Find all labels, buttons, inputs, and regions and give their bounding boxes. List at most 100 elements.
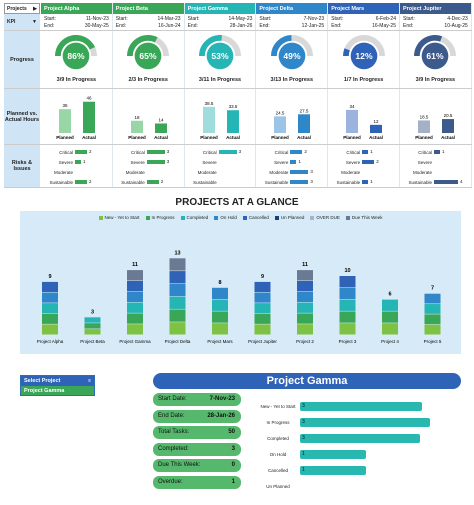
glance-bar-segment [382, 323, 398, 335]
glance-bar-segment [212, 299, 228, 311]
risk-line-critical: Critical 2 [41, 148, 112, 157]
risk-value: 1 [370, 149, 373, 154]
status-label: Completed [259, 436, 297, 441]
progress-text: 2/3 In Progress [113, 77, 184, 83]
gauge-percent: 61% [427, 51, 445, 61]
project-header-dates: Start: 6-Feb-24 End: 16-May-25 [328, 14, 399, 30]
project-header-dates: Start: 14-Mar-23 End: 16-Jun-24 [112, 14, 184, 30]
selector-item-selected[interactable]: Project Gamma [21, 386, 94, 395]
end-label: End: [115, 23, 127, 29]
glance-bar-segment [42, 281, 58, 293]
risk-value: 1 [298, 159, 301, 164]
actual-hours-value: 20.5 [444, 113, 453, 118]
progress-gauge: 12% [342, 35, 385, 70]
project-name: Project Mars [331, 6, 365, 12]
glance-category-label: Project Delta [165, 339, 191, 344]
risk-value: 1 [83, 159, 86, 164]
glance-bar-segment [339, 299, 356, 311]
planned-hours-label: Planned [56, 135, 74, 140]
glance-bar-segment [169, 322, 186, 335]
project-header-4[interactable]: Start: 6-Feb-24 End: 16-May-25 Project Mars [328, 3, 400, 30]
grid-corner: Projects ▶ KPI ▼ [4, 3, 41, 30]
progress-gauge: 65% [127, 35, 170, 70]
glance-bar-segment [254, 313, 271, 324]
risk-bar [146, 160, 165, 164]
stat-label: End Date: [158, 412, 185, 419]
stat-label: Total Tasks: [158, 429, 190, 435]
projects-label: Projects [7, 5, 27, 12]
risk-label: Sustainable [408, 180, 432, 185]
risk-label: Critical [131, 150, 145, 155]
progress-count: 3/9 In Progress [56, 77, 97, 83]
risk-label: Severe [345, 160, 361, 165]
gauge-center [278, 42, 306, 70]
caret-right-icon: ▶ [33, 5, 37, 12]
planned-hours-bar [130, 120, 143, 133]
gauge-percent: 65% [140, 51, 158, 61]
gauge-center [422, 42, 449, 70]
risk-line-severe: Severe 1 [256, 158, 327, 167]
project-header-3[interactable]: Start: 7-Nov-23 End: 12-Jan-25 Project Delta [256, 3, 329, 30]
glance-category-label: Project Alpha [37, 339, 64, 344]
project-header-1[interactable]: Start: 14-Mar-23 End: 16-Jun-24 Project Beta [112, 3, 185, 30]
glance-bar-segment [297, 270, 313, 281]
planned-hours-label: Planned [415, 135, 433, 140]
filter-icon[interactable]: ≡ [88, 378, 91, 384]
status-label: On Hold [259, 452, 297, 457]
glance-bar-segment [169, 283, 186, 297]
progress-count: 1/7 In Progress [343, 77, 384, 83]
legend-item: On Hold [214, 215, 237, 220]
project-header-dates: Start: 11-Nov-23 End: 30-May-25 [41, 14, 112, 30]
legend-label: In Progress [151, 215, 175, 220]
glance-category-label: Project Mars [207, 339, 233, 344]
end-value: 12-Jan-25 [301, 23, 325, 29]
progress-cell-3: 49% 3/13 In Progress [256, 31, 329, 88]
risk-label: Critical [418, 150, 432, 155]
project-name: Project Beta [115, 6, 148, 12]
status-bar-value: 1 [302, 451, 305, 457]
project-selector[interactable]: Select Project ≡ Project Gamma [20, 375, 95, 396]
risk-line-sustainable: Sustainable 1 [328, 178, 399, 187]
progress-cell-2: 53% 3/11 In Progress [185, 31, 257, 88]
planned-hours-value: 35 [62, 103, 68, 108]
risk-value: 2 [304, 149, 307, 154]
status-label: Cancelled [259, 468, 297, 473]
stat-overdue: Overdue: 1 [153, 475, 241, 489]
risk-line-sustainable: Sustainable 4 [400, 178, 471, 187]
project-header-0[interactable]: Start: 11-Nov-23 End: 30-May-25 Project Alph… [41, 3, 113, 30]
progress-cell-4: 12% 1/7 In Progress [328, 31, 400, 88]
risk-value: 3 [238, 149, 242, 154]
actual-hours-bar [83, 101, 95, 133]
kpi-header-cell[interactable]: KPI ▼ [4, 14, 40, 30]
risk-value: 3 [166, 149, 170, 154]
risk-value: 3 [310, 179, 313, 184]
hours-chart: 18 Planned 14 Actual [128, 115, 168, 140]
glance-bar-segment [42, 303, 58, 314]
gauge-fill [55, 35, 96, 57]
legend-swatch [98, 215, 103, 220]
stat-totaltasks: Total Tasks: 50 [153, 426, 241, 439]
risk-label: Sustainable [336, 180, 361, 185]
risk-line-moderate: Moderate [185, 168, 256, 177]
kpi-grid: Projects ▶ KPI ▼ Start: 11-Nov-23 End: 30-M… [4, 3, 472, 188]
glance-bar-segment [42, 313, 58, 324]
hours-chart: 24.5 Planned 27.5 Actual [272, 108, 312, 140]
progress-cell-1: 65% 2/3 In Progress [113, 31, 185, 88]
glance-bar-segment [127, 270, 143, 281]
status-label-text: On Hold [269, 452, 287, 457]
start-label: Start: [187, 16, 200, 22]
gauge-fill [342, 48, 350, 57]
actual-hours-label: Actual [226, 135, 240, 140]
legend-swatch [345, 215, 350, 220]
risk-value: 2 [89, 179, 92, 184]
project-header-5[interactable]: Start: 4-Dec-23 End: 10-Aug-25 Project Jupit… [399, 3, 472, 30]
risk-line-sustainable: Sustainable 2 [41, 178, 112, 187]
legend-swatch [145, 215, 150, 220]
risk-line-sustainable: Sustainable [185, 178, 256, 187]
status-label: New - Yet to Start [259, 404, 297, 409]
projects-header-cell[interactable]: Projects ▶ [4, 3, 40, 14]
hours-cell-3: 24.5 Planned 27.5 Actual [256, 89, 329, 144]
risk-label: Severe [202, 160, 217, 165]
project-header-2[interactable]: Start: 14-May-23 End: 28-Jan-26 Project Gamm… [184, 3, 257, 30]
end-label: End: [331, 23, 342, 29]
